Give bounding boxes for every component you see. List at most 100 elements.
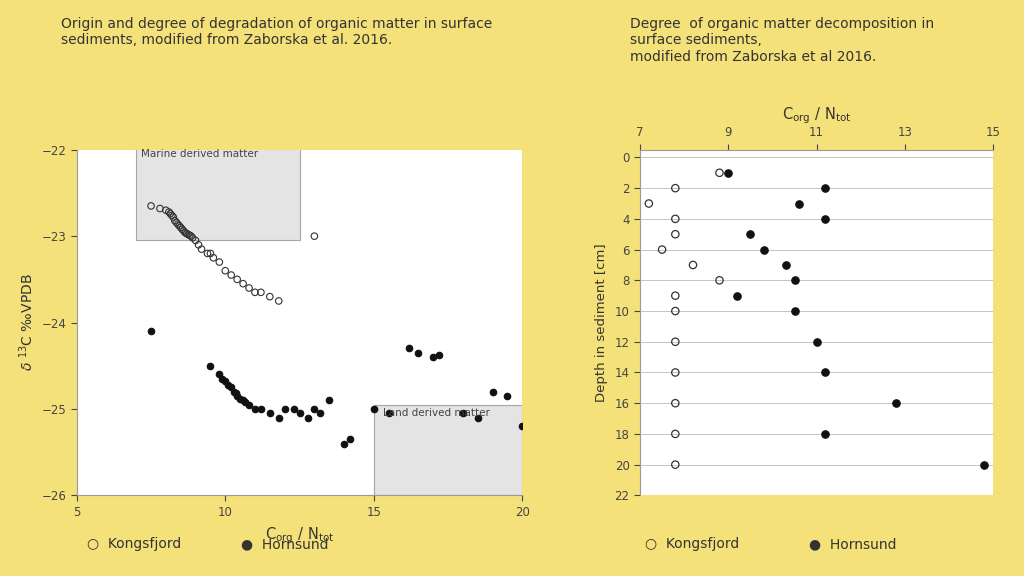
Point [261, 409, 278, 418]
Point [261, 292, 278, 301]
Point [321, 396, 337, 405]
Point [217, 266, 233, 275]
Point [336, 439, 352, 448]
Point [514, 422, 530, 431]
Point [817, 184, 834, 193]
Point [786, 276, 803, 285]
Point [237, 397, 253, 407]
Point [162, 209, 178, 218]
Point [142, 202, 159, 211]
Point [253, 287, 269, 297]
Point [234, 396, 251, 405]
Point [217, 377, 233, 386]
Point [817, 368, 834, 377]
Point [306, 232, 323, 241]
Point [253, 404, 269, 414]
Point [455, 409, 471, 418]
Point [171, 221, 187, 230]
Point [425, 353, 441, 362]
Point [205, 253, 221, 263]
Point [484, 387, 501, 396]
Point [180, 230, 197, 239]
Point [809, 337, 825, 346]
Point [756, 245, 772, 254]
Point [742, 230, 759, 239]
Point [729, 291, 745, 300]
Point [668, 214, 684, 223]
Text: ○  Kongsfjord: ○ Kongsfjord [645, 537, 739, 551]
Text: Origin and degree of degradation of organic matter in surface
sediments, modifie: Origin and degree of degradation of orga… [61, 17, 493, 47]
Point [247, 287, 263, 297]
Text: Marine derived matter: Marine derived matter [140, 149, 258, 159]
Point [791, 199, 807, 208]
Text: Land derived matter: Land derived matter [383, 408, 489, 418]
Point [227, 389, 244, 398]
Point [187, 236, 204, 245]
Point [685, 260, 701, 270]
Point [401, 344, 418, 353]
Point [668, 184, 684, 193]
Point [200, 249, 216, 258]
Point [306, 404, 323, 414]
Point [888, 399, 904, 408]
Point [178, 229, 195, 238]
Point [229, 275, 246, 284]
Point [223, 383, 240, 392]
Point [300, 413, 316, 422]
Y-axis label: Depth in sediment [cm]: Depth in sediment [cm] [595, 243, 607, 402]
Point [211, 257, 227, 267]
Point [777, 260, 794, 270]
Point [247, 404, 263, 414]
Point [668, 291, 684, 300]
Point [164, 211, 180, 220]
Point [174, 225, 190, 234]
Point [142, 327, 159, 336]
Point [380, 409, 396, 418]
Point [276, 404, 293, 414]
Bar [136, 146, 299, 241]
Point [241, 400, 257, 410]
Point [668, 429, 684, 438]
Y-axis label: $\delta$ $^{13}$C ‰VPDB: $\delta$ $^{13}$C ‰VPDB [17, 274, 36, 372]
Point [342, 435, 358, 444]
Point [234, 279, 251, 289]
Point [668, 368, 684, 377]
Point [241, 283, 257, 293]
Point [229, 392, 246, 401]
Point [291, 409, 307, 418]
Point [161, 207, 177, 217]
Point [202, 361, 218, 370]
Point [175, 226, 191, 236]
Point [177, 228, 194, 237]
Point [183, 232, 200, 241]
Point [168, 218, 184, 227]
Point [172, 223, 188, 232]
Point [170, 219, 186, 229]
Point [668, 460, 684, 469]
Point [410, 348, 426, 358]
Point [270, 413, 287, 422]
Text: ●  Hornsund: ● Hornsund [241, 537, 328, 551]
Point [786, 306, 803, 316]
Point [712, 276, 728, 285]
Text: ○  Kongsfjord: ○ Kongsfjord [87, 537, 181, 551]
Bar [374, 405, 522, 495]
Point [226, 387, 243, 396]
Point [223, 271, 240, 280]
Point [654, 245, 671, 254]
Point [211, 370, 227, 379]
Point [668, 399, 684, 408]
Point [366, 404, 382, 414]
Text: Degree  of organic matter decomposition in
surface sediments,
modified from Zabo: Degree of organic matter decomposition i… [630, 17, 934, 64]
Point [167, 216, 183, 225]
Point [431, 351, 447, 360]
Point [641, 199, 657, 208]
Point [152, 204, 168, 213]
Point [668, 337, 684, 346]
Point [712, 168, 728, 177]
Point [312, 409, 329, 418]
Point [469, 413, 485, 422]
Point [202, 249, 218, 258]
Point [817, 214, 834, 223]
Point [668, 306, 684, 316]
